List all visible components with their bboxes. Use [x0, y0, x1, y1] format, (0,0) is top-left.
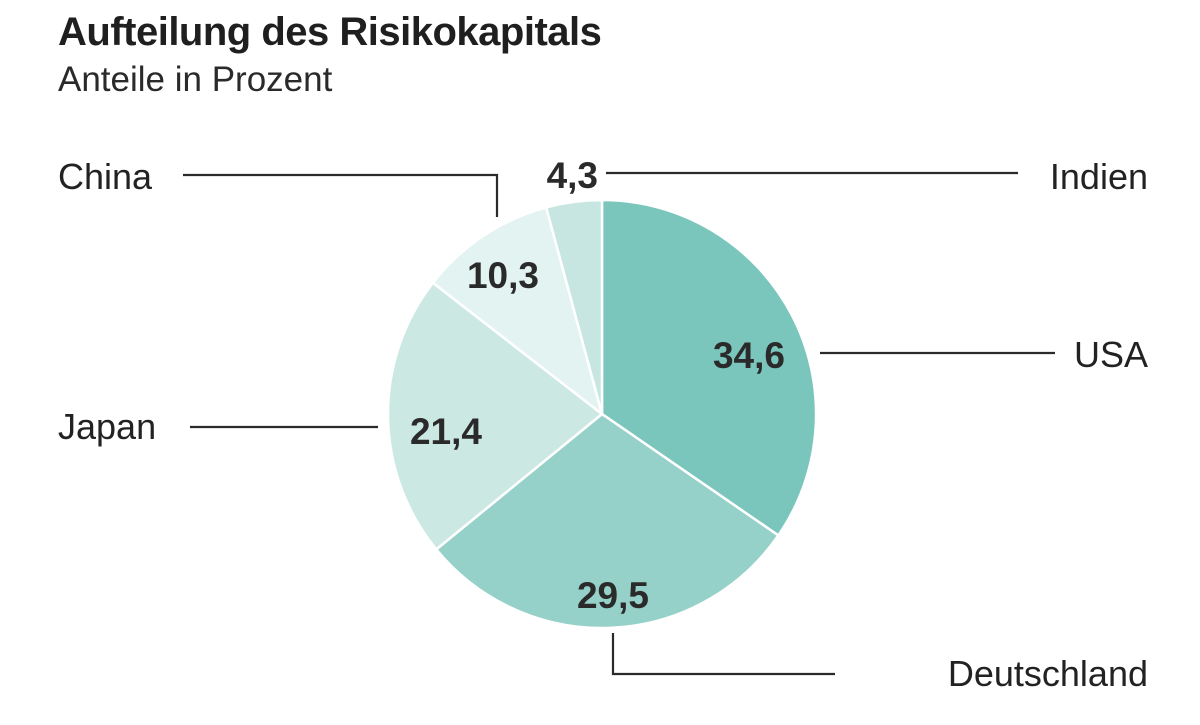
- value-label-deutschland: 29,5: [577, 575, 649, 616]
- chart-subtitle: Anteile in Prozent: [58, 60, 333, 99]
- value-label-japan: 21,4: [410, 411, 482, 452]
- slice-deutschland: [434, 412, 781, 630]
- chart-title: Aufteilung des Risikokapitals: [58, 10, 602, 54]
- slice-indien: [544, 198, 604, 415]
- value-label-china: 10,3: [467, 255, 539, 296]
- leader-line-china: [183, 173, 499, 217]
- slice-usa: [600, 198, 818, 538]
- category-label-usa: USA: [1074, 334, 1148, 375]
- leader-line-deutschland: [611, 633, 835, 676]
- value-label-usa: 34,6: [713, 335, 785, 376]
- category-label-deutschland: Deutschland: [948, 653, 1148, 694]
- category-label-china: China: [58, 156, 153, 197]
- category-label-japan: Japan: [58, 406, 156, 447]
- value-label-indien: 4,3: [547, 155, 598, 196]
- category-label-indien: Indien: [1050, 156, 1148, 197]
- slice-japan: [386, 281, 605, 552]
